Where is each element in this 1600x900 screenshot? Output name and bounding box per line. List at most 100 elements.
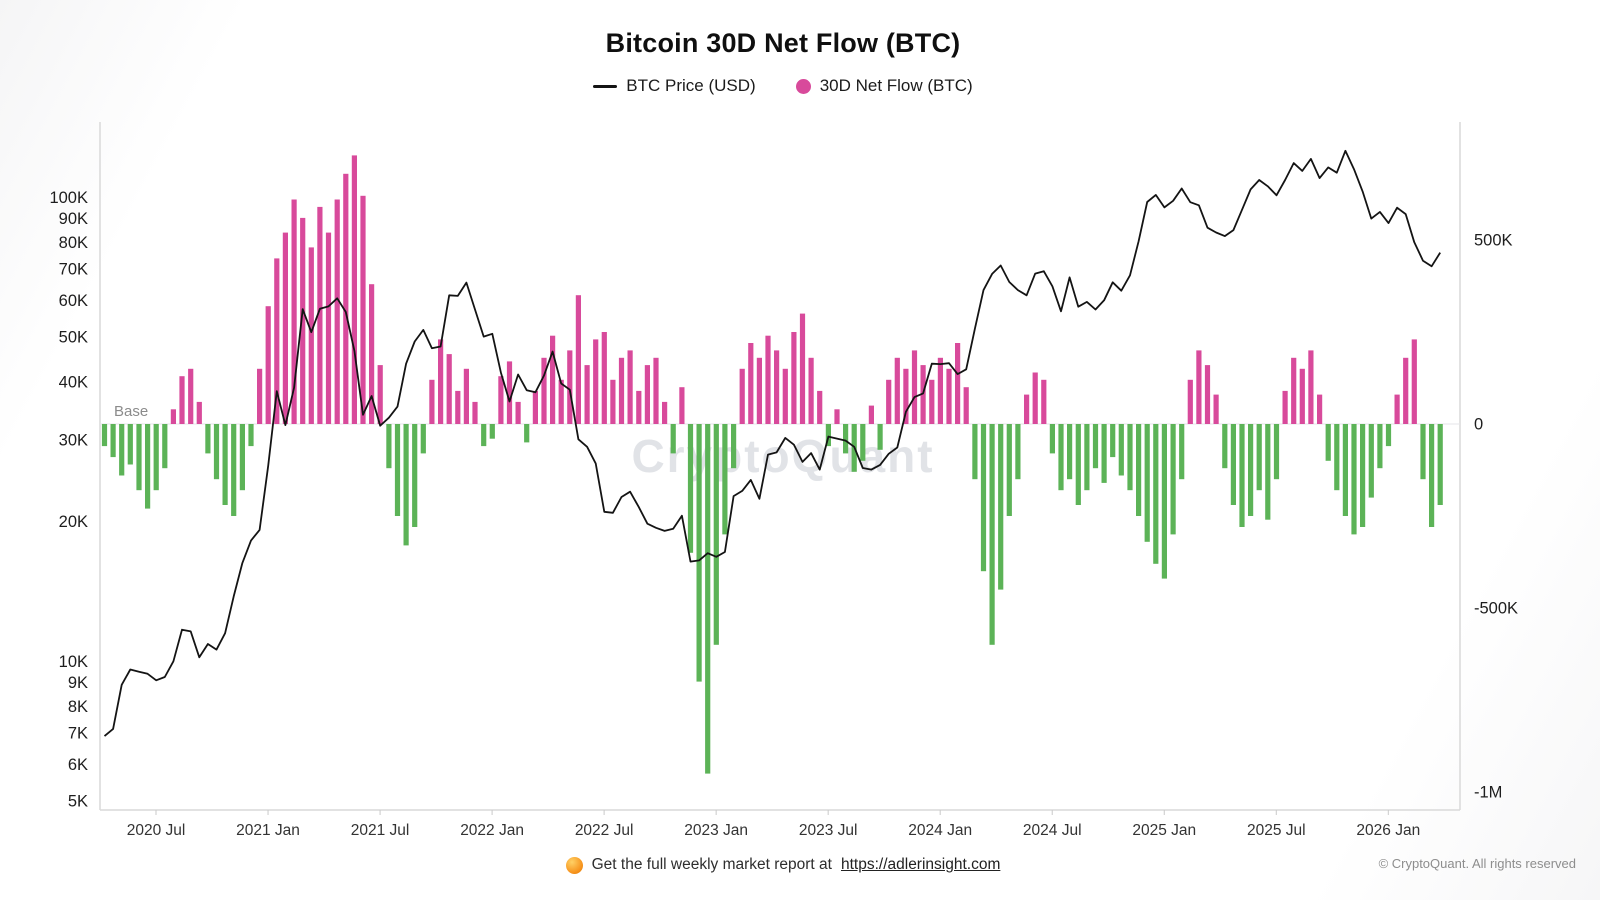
netflow-bar	[653, 357, 659, 424]
netflow-bar	[929, 379, 935, 424]
netflow-bar	[1377, 424, 1383, 469]
netflow-bar	[825, 424, 831, 447]
netflow-bar	[1239, 424, 1245, 527]
netflow-bar	[791, 332, 797, 424]
y-axis-label-left: 50K	[59, 329, 88, 347]
netflow-bar	[1403, 357, 1409, 424]
netflow-bar	[1041, 379, 1047, 424]
netflow-bar	[1385, 424, 1392, 447]
netflow-bar	[136, 424, 142, 491]
x-axis-label: 2020 Jul	[127, 822, 186, 839]
netflow-bar	[127, 424, 133, 465]
netflow-bar	[1265, 424, 1271, 520]
netflow-bar	[1075, 424, 1081, 505]
watermark: CryptoQuant	[631, 430, 934, 482]
netflow-bar	[429, 379, 435, 424]
netflow-bar	[369, 284, 375, 424]
netflow-bar	[1394, 394, 1400, 424]
netflow-bar	[1351, 424, 1357, 535]
netflow-bar	[1360, 424, 1366, 527]
netflow-bar	[843, 424, 849, 454]
netflow-bar	[1437, 424, 1443, 505]
footer-report-link[interactable]: https://adlerinsight.com	[840, 856, 1001, 873]
netflow-bar	[765, 335, 771, 424]
x-axis-label: 2026 Jan	[1356, 822, 1420, 839]
netflow-bar	[946, 368, 952, 424]
y-axis-label-left: 7K	[68, 725, 88, 743]
netflow-bar	[644, 365, 650, 424]
netflow-bar	[911, 350, 918, 424]
netflow-bar	[317, 206, 323, 424]
netflow-bar	[205, 424, 211, 454]
netflow-bar	[1342, 424, 1348, 516]
netflow-bar	[1049, 424, 1055, 454]
netflow-bar	[394, 424, 401, 516]
netflow-bar	[334, 199, 340, 424]
netflow-bar	[1222, 424, 1228, 469]
y-axis-label-right: 500K	[1474, 232, 1513, 250]
netflow-dot-swatch-icon	[795, 78, 811, 94]
netflow-bar	[541, 357, 547, 424]
x-axis-label: 2022 Jul	[575, 822, 634, 839]
chart-legend: BTC Price (USD) 30D Net Flow (BTC)	[0, 76, 1566, 96]
netflow-bar	[170, 409, 176, 424]
netflow-bar	[989, 424, 995, 645]
netflow-bar	[498, 376, 504, 424]
netflow-bar	[1429, 424, 1435, 527]
price-line	[103, 149, 1441, 737]
netflow-bar	[213, 424, 220, 480]
netflow-bar	[662, 401, 668, 424]
netflow-bar	[360, 195, 366, 424]
netflow-bar	[472, 401, 478, 424]
netflow-bar	[1110, 424, 1116, 458]
netflow-bar	[868, 405, 874, 424]
x-axis-label: 2021 Jan	[236, 822, 300, 839]
netflow-bar	[558, 379, 564, 424]
x-axis-label: 2024 Jan	[908, 822, 972, 839]
netflow-bar	[963, 387, 969, 424]
footer-banner: Get the full weekly market report at htt…	[0, 856, 1566, 874]
netflow-bar	[481, 424, 487, 447]
netflow-bar	[808, 357, 814, 424]
netflow-bar	[1230, 424, 1236, 505]
netflow-bar	[1127, 424, 1133, 491]
netflow-bar	[1420, 424, 1426, 480]
netflow-bar	[1006, 424, 1012, 516]
y-axis-label-left: 8K	[68, 698, 88, 716]
netflow-bar	[860, 424, 866, 461]
netflow-bar	[1299, 368, 1305, 424]
netflow-bar	[1325, 424, 1331, 461]
netflow-bar	[162, 424, 168, 469]
netflow-bar	[300, 217, 306, 424]
netflow-bar	[894, 357, 900, 424]
netflow-bar	[282, 232, 288, 424]
netflow-bar	[584, 365, 590, 424]
y-axis-label-left: 70K	[59, 261, 88, 279]
netflow-bar	[593, 339, 599, 424]
netflow-bar	[998, 424, 1004, 590]
netflow-bar	[110, 424, 116, 458]
netflow-bar	[1179, 424, 1185, 480]
netflow-bar	[1058, 424, 1064, 491]
netflow-bar	[1317, 394, 1323, 424]
netflow-bar	[446, 354, 452, 424]
netflow-bar	[438, 339, 444, 424]
netflow-bar	[463, 368, 469, 424]
x-axis-label: 2022 Jan	[460, 822, 524, 839]
netflow-bar	[351, 155, 357, 424]
netflow-bar	[1015, 424, 1021, 480]
y-axis-label-left: 30K	[59, 431, 88, 449]
netflow-bar	[239, 424, 245, 491]
netflow-bar	[627, 350, 633, 424]
footer-report-text: Get the full weekly market report at	[591, 856, 832, 873]
netflow-bar	[222, 424, 228, 505]
netflow-bar	[1118, 424, 1124, 476]
y-axis-label-left: 20K	[59, 513, 88, 531]
netflow-bar	[713, 424, 719, 645]
netflow-bar	[1291, 357, 1297, 424]
base-label: Base	[114, 403, 148, 420]
x-axis-label: 2025 Jul	[1247, 822, 1306, 839]
netflow-bar	[489, 424, 495, 439]
netflow-bar	[550, 335, 556, 424]
